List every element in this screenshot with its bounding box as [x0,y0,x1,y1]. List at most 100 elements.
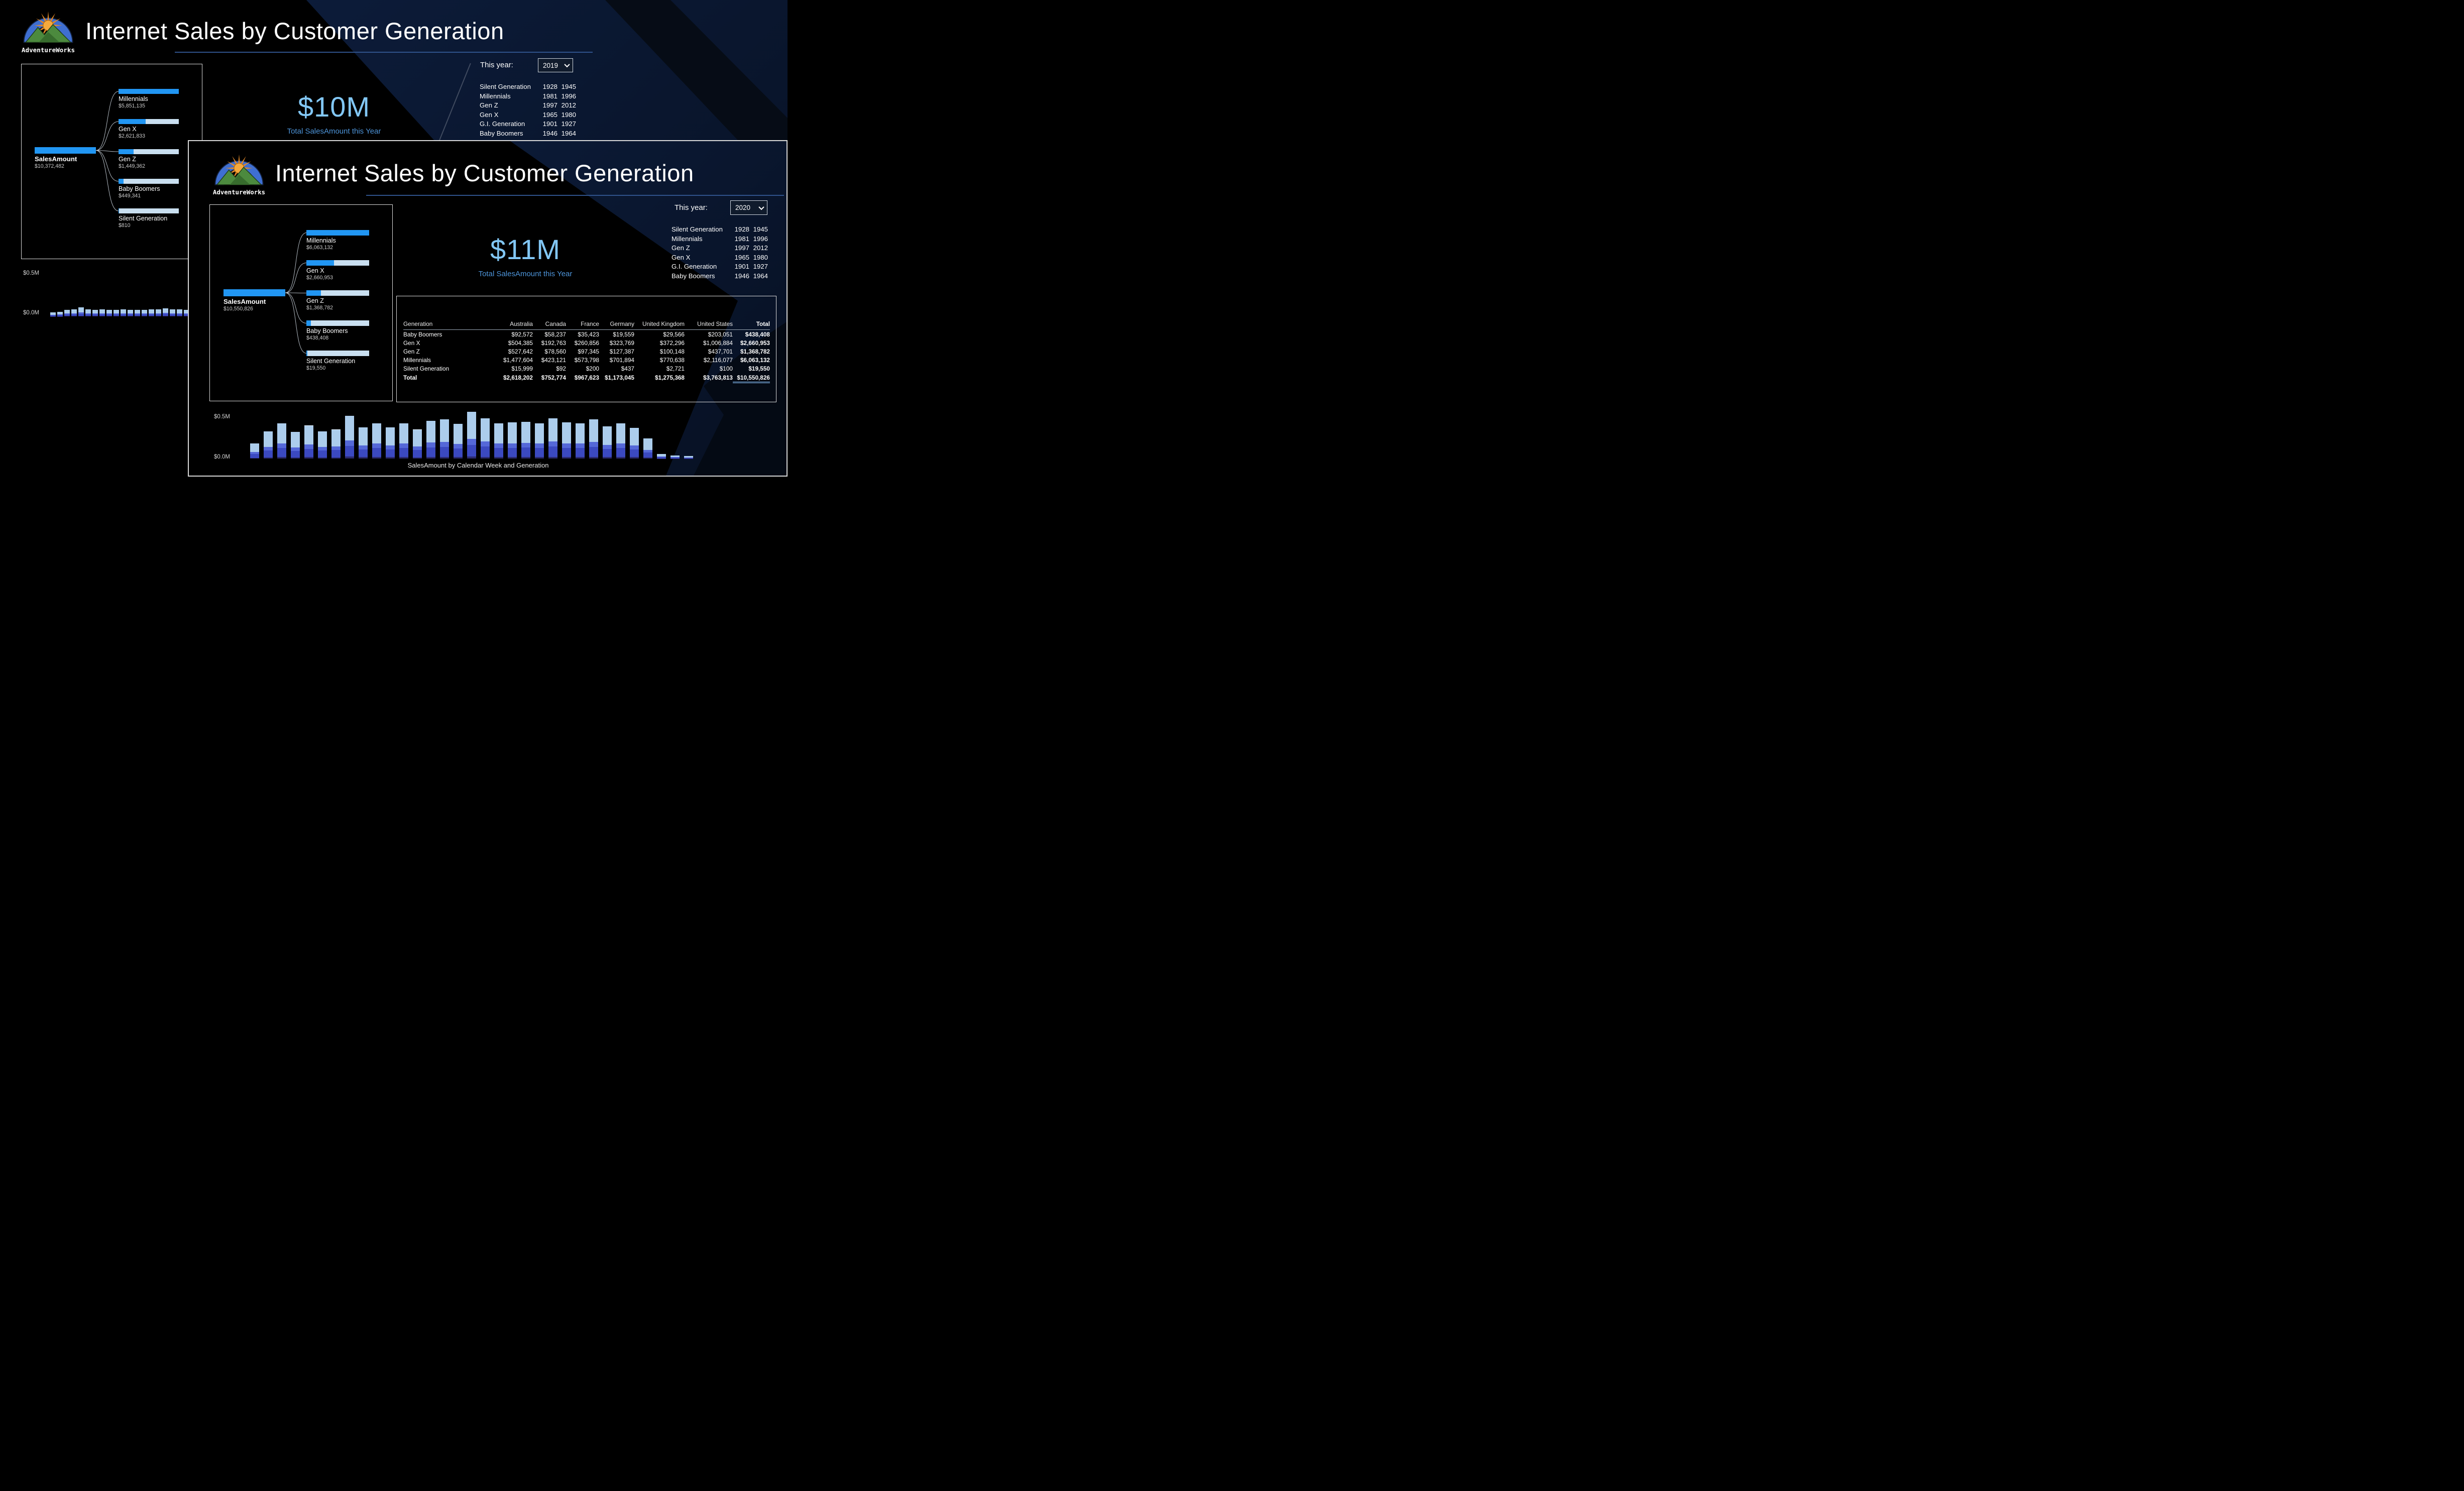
stacked-bar-week-6[interactable] [318,431,327,458]
stacked-bar-week-19[interactable] [494,423,503,458]
stacked-bar-week-14[interactable] [142,310,147,316]
stacked-bar-week-12[interactable] [128,310,133,316]
stacked-bar-week-26[interactable] [589,419,598,458]
table-header-france[interactable]: France [566,319,599,330]
tree-node-gen-z[interactable]: Gen Z $1,368,782 [306,290,369,311]
stacked-bar-week-4[interactable] [291,432,300,458]
legend-generation: Gen X [480,110,499,119]
legend-row-gen-z[interactable]: Gen Z 1997 2012 [671,244,768,253]
stacked-bar-week-28[interactable] [616,423,625,458]
stacked-bar-week-2[interactable] [57,311,63,316]
tree-node-gen-x[interactable]: Gen X $2,621,833 [119,119,179,139]
stacked-bar-week-29[interactable] [630,428,639,458]
kpi-card-2020: $11M Total SalesAmount this Year [450,233,601,278]
stacked-bar-week-2[interactable] [264,431,273,458]
legend-row-silent-generation[interactable]: Silent Generation 1928 1945 [480,82,576,92]
stacked-bar-week-6[interactable] [85,309,91,316]
table-header-germany[interactable]: Germany [599,319,634,330]
stacked-bar-week-20[interactable] [508,422,517,458]
tree-node-gen-x[interactable]: Gen X $2,660,953 [306,260,369,281]
stacked-bar-week-10[interactable] [372,423,381,458]
tree-node-label: Gen Z [119,156,136,163]
stacked-bar-week-3[interactable] [277,423,286,458]
stacked-bar-week-8[interactable] [99,309,105,316]
tree-root-salesamount[interactable]: SalesAmount $10,550,826 [223,289,285,312]
legend-row-gen-x[interactable]: Gen X 1965 1980 [480,110,576,120]
stacked-bar-week-24[interactable] [562,422,571,458]
table-header-canada[interactable]: Canada [533,319,566,330]
stacked-bar-week-7[interactable] [92,310,98,316]
legend-row-g-i-generation[interactable]: G.I. Generation 1901 1927 [671,262,768,272]
legend-row-gen-z[interactable]: Gen Z 1997 2012 [480,101,576,110]
tree-node-label: Gen X [119,126,137,133]
stacked-bar-week-32[interactable] [670,455,680,458]
tree-node-silent-generation[interactable]: Silent Generation $810 [119,208,179,228]
stacked-bar-week-16[interactable] [156,309,161,316]
table-header-generation[interactable]: Generation [403,319,499,330]
stacked-bar-week-33[interactable] [684,456,693,458]
legend-row-millennials[interactable]: Millennials 1981 1996 [671,235,768,244]
table-header-total[interactable]: Total [733,319,770,330]
table-header-australia[interactable]: Australia [499,319,533,330]
stacked-bar-week-17[interactable] [467,412,476,458]
stacked-bar-week-13[interactable] [413,429,422,458]
stacked-bar-week-25[interactable] [576,423,585,458]
stacked-bar-week-8[interactable] [345,416,354,458]
stacked-bar-week-16[interactable] [454,424,463,458]
year-dropdown[interactable]: 2019 [538,58,573,72]
legend-row-silent-generation[interactable]: Silent Generation 1928 1945 [671,225,768,235]
stacked-bar-week-15[interactable] [440,419,449,458]
table-row-millennials[interactable]: Millennials $1,477,604 $423,121 $573,798 $70… [403,356,770,365]
tree-root-salesamount[interactable]: SalesAmount $10,372,482 [35,147,96,169]
legend-row-baby-boomers[interactable]: Baby Boomers 1946 1964 [480,129,576,139]
table-row-total[interactable]: Total $2,618,202 $752,774 $967,623 $1,173,04… [403,373,770,384]
stacked-bar-week-5[interactable] [304,425,313,458]
tree-node-millennials[interactable]: Millennials $6,063,132 [306,230,369,251]
legend-row-baby-boomers[interactable]: Baby Boomers 1946 1964 [671,272,768,281]
stacked-bar-week-15[interactable] [149,309,154,316]
stacked-bar-week-31[interactable] [657,453,666,458]
stacked-bar-week-11[interactable] [121,309,126,316]
stacked-bar-week-7[interactable] [331,429,341,458]
stacked-bar-week-5[interactable] [78,307,84,316]
table-row-gen-x[interactable]: Gen X $504,385 $192,763 $260,856 $323,769 $37… [403,338,770,347]
stacked-bar-week-10[interactable] [114,310,119,316]
tree-node-millennials[interactable]: Millennials $5,851,135 [119,89,179,109]
table-row-baby-boomers[interactable]: Baby Boomers $92,572 $58,237 $35,423 $19,559… [403,330,770,339]
stacked-bar-week-12[interactable] [399,423,408,458]
tree-node-gen-z[interactable]: Gen Z $1,449,362 [119,149,179,169]
tree-node-baby-boomers[interactable]: Baby Boomers $449,341 [119,179,179,199]
stacked-bar-week-1[interactable] [50,312,56,316]
stacked-bar-week-3[interactable] [64,310,70,316]
page-title: Internet Sales by Customer Generation [275,160,694,186]
stacked-bar-week-19[interactable] [177,309,182,316]
stacked-bar-week-9[interactable] [106,310,112,316]
legend-row-gen-x[interactable]: Gen X 1965 1980 [671,253,768,263]
stacked-bar-week-9[interactable] [359,427,368,458]
stacked-bar-week-11[interactable] [386,427,395,458]
legend-row-g-i-generation[interactable]: G.I. Generation 1901 1927 [480,120,576,129]
stacked-bar-week-27[interactable] [603,426,612,458]
tree-node-silent-generation[interactable]: Silent Generation $19,550 [306,351,369,371]
tree-node-label: Millennials [306,237,336,244]
stacked-bar-week-17[interactable] [163,308,168,316]
table-header-united-kingdom[interactable]: United Kingdom [634,319,685,330]
year-dropdown[interactable]: 2020 [730,200,767,215]
table-row-gen-z[interactable]: Gen Z $527,642 $78,560 $97,345 $127,387 $100,… [403,347,770,356]
stacked-bar-week-20[interactable] [184,310,189,316]
stacked-bar-week-14[interactable] [426,420,435,458]
table-row-silent-generation[interactable]: Silent Generation $15,999 $92 $200 $437 $2,72… [403,365,770,373]
stacked-bar-week-23[interactable] [548,418,557,458]
stacked-bar-week-18[interactable] [481,418,490,458]
stacked-bar-week-18[interactable] [170,309,175,316]
stacked-bar-week-4[interactable] [71,309,77,316]
stacked-bar-week-21[interactable] [521,421,530,458]
table-header-united-states[interactable]: United States [685,319,733,330]
stacked-bar-week-13[interactable] [135,310,140,316]
stacked-bar-week-22[interactable] [535,423,544,458]
tree-node-baby-boomers[interactable]: Baby Boomers $438,408 [306,320,369,341]
legend-row-millennials[interactable]: Millennials 1981 1996 [480,92,576,101]
stacked-bar-week-30[interactable] [643,438,652,458]
stacked-bar-week-1[interactable] [250,443,259,458]
legend-year-to: 1996 [753,235,768,243]
